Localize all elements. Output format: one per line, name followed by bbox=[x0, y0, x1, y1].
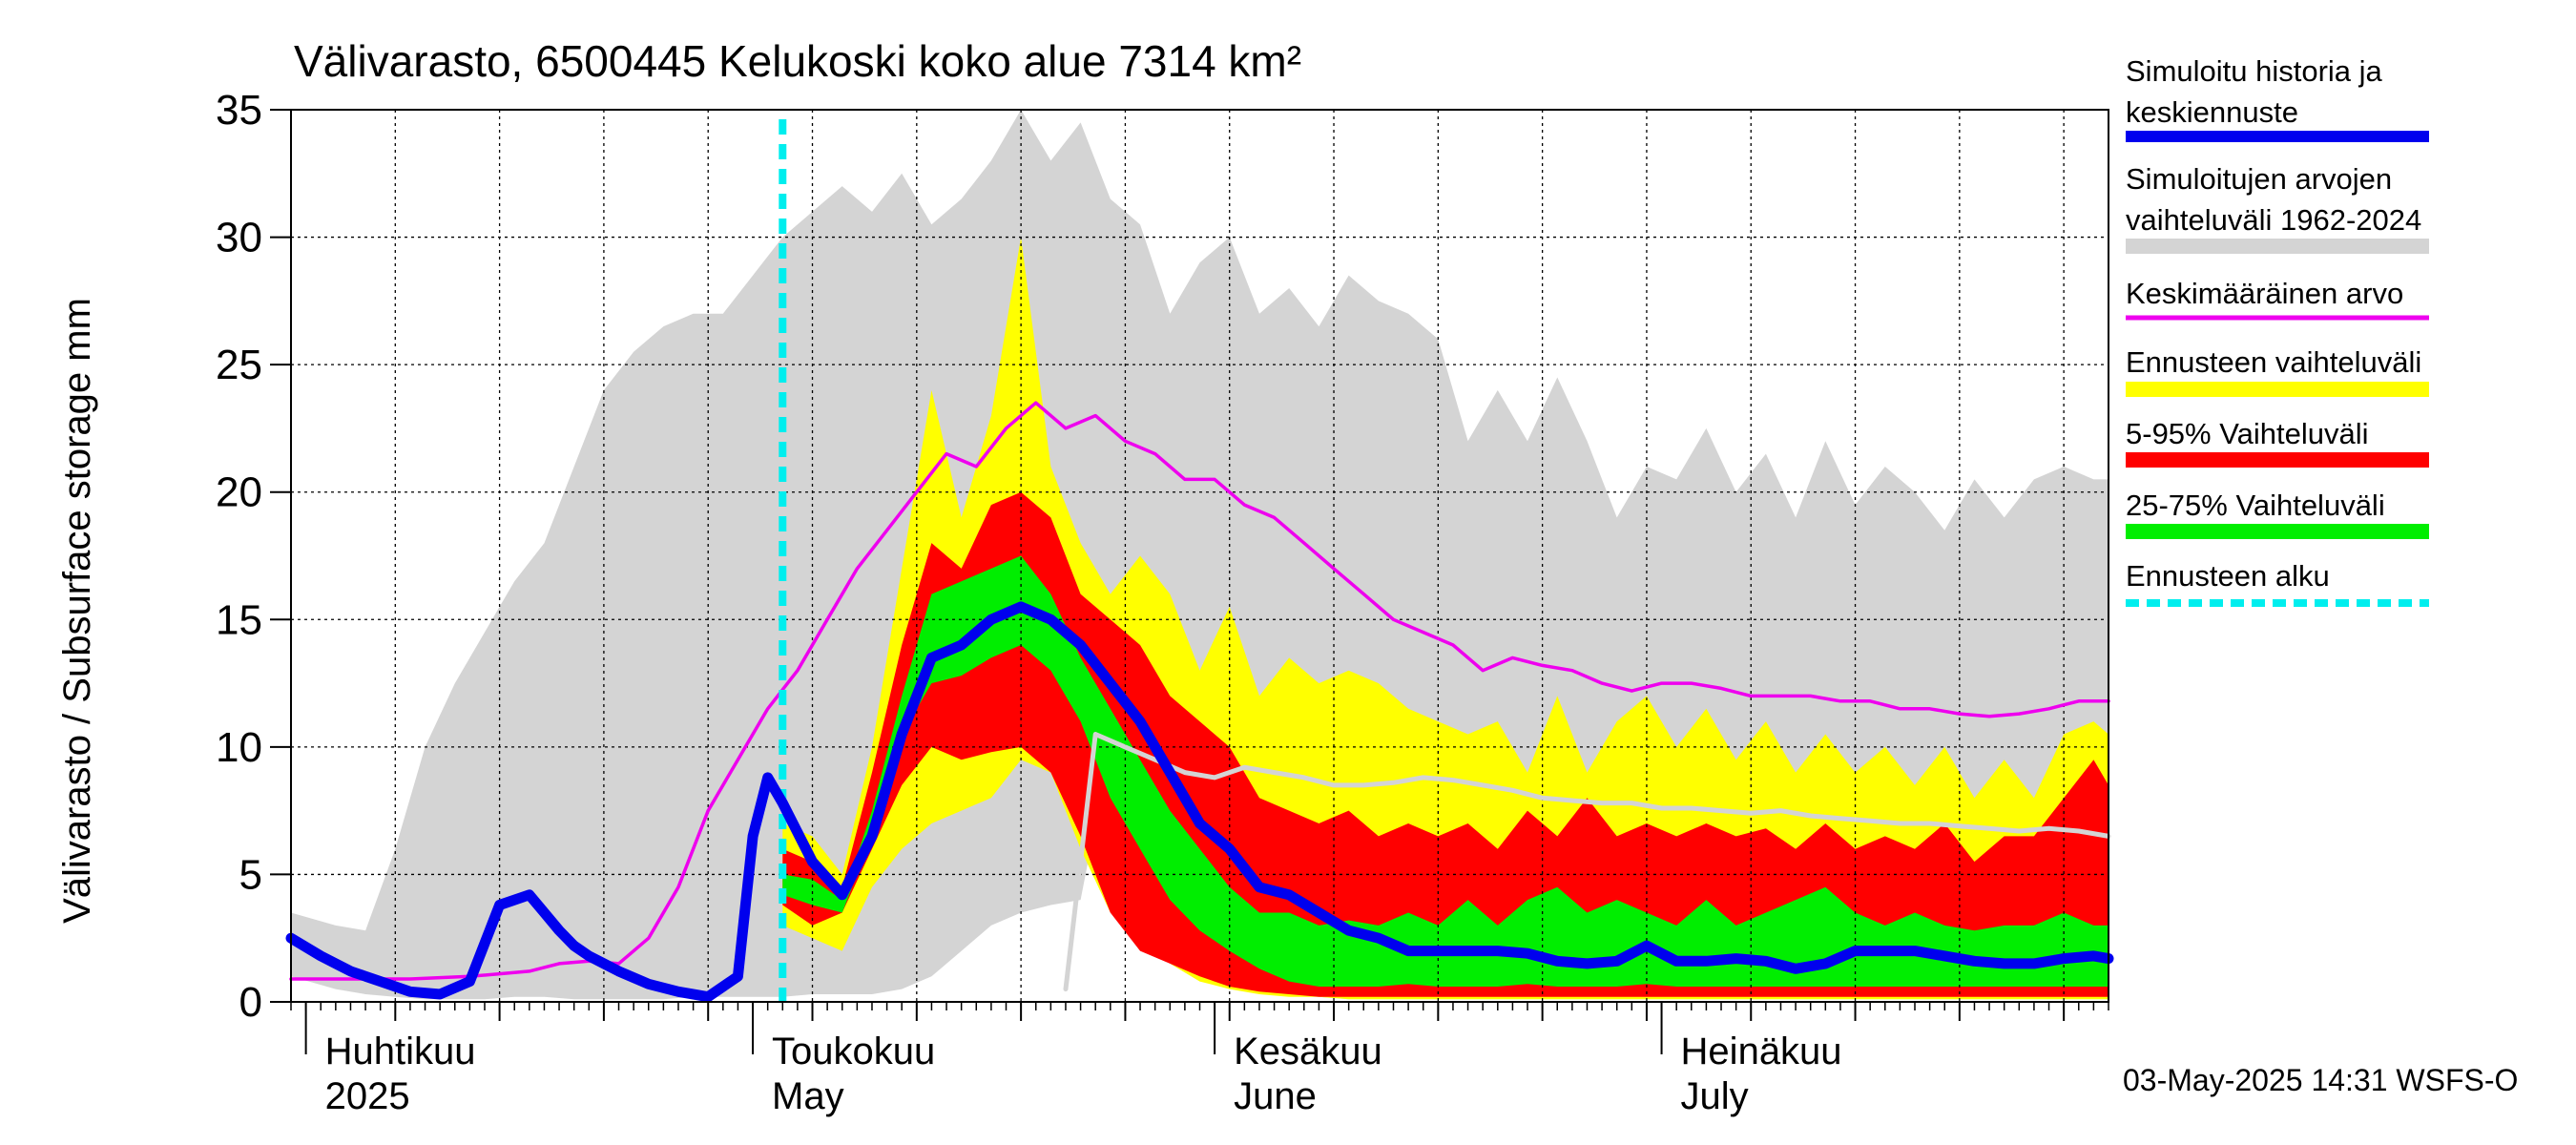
legend-item-fc_range: Ennusteen vaihteluväli bbox=[2126, 345, 2429, 397]
plot-area bbox=[285, 109, 2114, 1003]
y-tick-label: 20 bbox=[216, 469, 262, 516]
legend-label: Simuloitujen arvojen bbox=[2126, 162, 2392, 196]
chart-title: Välivarasto, 6500445 Kelukoski koko alue… bbox=[294, 36, 1301, 86]
legend-label: Simuloitu historia ja bbox=[2126, 54, 2383, 88]
legend-label: 5-95% Vaihteluväli bbox=[2126, 417, 2368, 450]
month-label-en: 2025 bbox=[325, 1075, 410, 1117]
legend-label-line2: vaihteluväli 1962-2024 bbox=[2126, 203, 2421, 237]
y-tick-label: 30 bbox=[216, 215, 262, 261]
y-axis-label: Välivarasto / Subsurface storage mm bbox=[56, 298, 98, 924]
y-tick-label: 25 bbox=[216, 342, 262, 388]
y-tick-label: 35 bbox=[216, 87, 262, 134]
month-label-fi: Heinäkuu bbox=[1681, 1030, 1842, 1072]
forecast-median-line bbox=[1063, 732, 2111, 992]
legend-label: Keskimääräinen arvo bbox=[2126, 277, 2403, 310]
month-label-en: July bbox=[1681, 1075, 1749, 1117]
y-tick-label: 5 bbox=[239, 851, 262, 898]
footer-timestamp: 03-May-2025 14:31 WSFS-O bbox=[2123, 1063, 2518, 1097]
p25-75-band bbox=[782, 555, 2109, 987]
legend-item-fc_start: Ennusteen alku bbox=[2126, 559, 2429, 607]
legend-label-line2: keskiennuste bbox=[2126, 95, 2298, 129]
y-tick-label: 0 bbox=[239, 979, 262, 1026]
month-label-fi: Kesäkuu bbox=[1234, 1030, 1382, 1072]
y-axis: 0 5 10 15 20 25 30 35 bbox=[216, 87, 291, 1026]
legend-item-p5_95: 5-95% Vaihteluväli bbox=[2126, 417, 2429, 468]
y-tick-label: 15 bbox=[216, 596, 262, 643]
data-lines bbox=[285, 119, 2114, 1003]
legend: Simuloitu historia jakeskiennusteSimuloi… bbox=[2126, 54, 2429, 607]
legend-label: 25-75% Vaihteluväli bbox=[2126, 489, 2385, 522]
legend-item-sim: Simuloitu historia ja keskiennuste bbox=[2126, 54, 2429, 142]
legend-item-mean: Keskimääräinen arvo bbox=[2126, 277, 2429, 321]
legend-item-p25_75: 25-75% Vaihteluväli bbox=[2126, 489, 2429, 539]
legend-label: Ennusteen vaihteluväli bbox=[2126, 345, 2421, 379]
month-label-fi: Toukokuu bbox=[772, 1030, 935, 1072]
month-label-en: June bbox=[1234, 1075, 1317, 1117]
month-label-en: May bbox=[772, 1075, 844, 1117]
legend-item-range: Simuloitujen arvojen vaihteluväli 1962-20… bbox=[2126, 162, 2429, 254]
p5-95-band bbox=[782, 491, 2109, 997]
legend-label: Ennusteen alku bbox=[2126, 559, 2330, 593]
simulated-line bbox=[285, 601, 2114, 1003]
y-tick-label: 10 bbox=[216, 724, 262, 771]
data-bands bbox=[291, 110, 2109, 1000]
mean-line bbox=[289, 401, 2110, 981]
month-label-fi: Huhtikuu bbox=[325, 1030, 476, 1072]
